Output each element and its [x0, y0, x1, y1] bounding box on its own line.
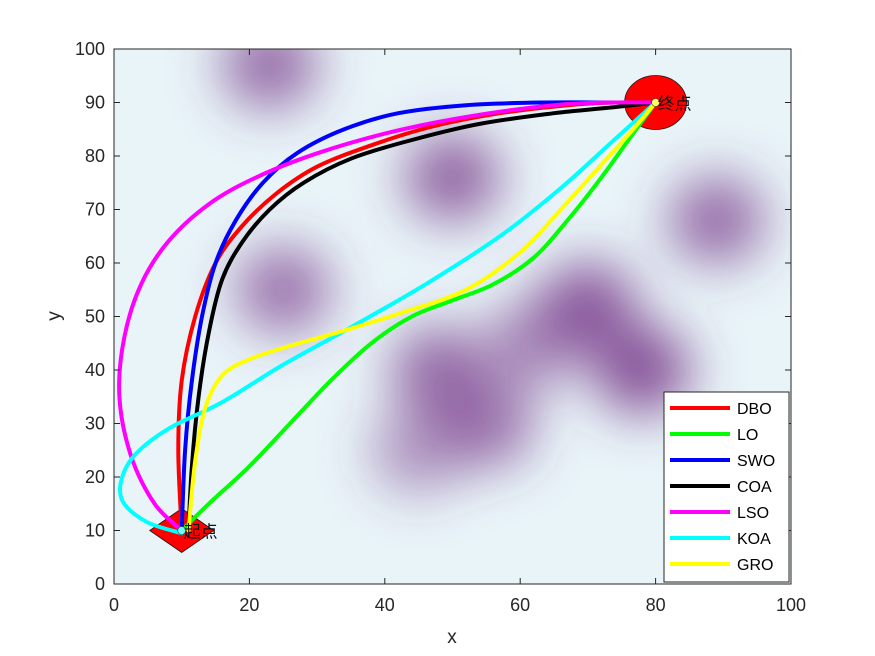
- heatmap-peak-1: [235, 245, 332, 334]
- legend-label-dbo: DBO: [737, 401, 772, 418]
- x-axis-label: x: [447, 627, 457, 648]
- legend-label-lso: LSO: [737, 505, 769, 522]
- x-tick-label: 80: [646, 595, 666, 615]
- y-tick-label: 40: [85, 360, 105, 380]
- x-tick-label: 100: [776, 595, 806, 615]
- legend-label-gro: GRO: [737, 557, 773, 574]
- start-label: 起点: [184, 523, 218, 543]
- y-tick-label: 10: [85, 521, 105, 541]
- legend-label-coa: COA: [737, 479, 772, 496]
- y-tick-label: 50: [85, 307, 105, 327]
- y-tick-label: 100: [75, 39, 105, 59]
- series-line-coa: [186, 100, 658, 533]
- y-tick-label: 90: [85, 93, 105, 113]
- y-tick-label: 70: [85, 200, 105, 220]
- y-tick-label: 20: [85, 467, 105, 487]
- legend-label-lo: LO: [737, 427, 758, 444]
- terrain-heatmap: [114, 49, 791, 584]
- goal-label: 终点: [658, 95, 692, 115]
- axis-ticks: 0 20 40 60 80 100 0 10 20 30 40 50 60 70 80 90 100: [75, 39, 806, 615]
- y-tick-label: 80: [85, 146, 105, 166]
- y-tick-label: 60: [85, 253, 105, 273]
- heatmap-peak-0: [221, 49, 318, 110]
- x-tick-label: 0: [109, 595, 119, 615]
- heatmap-peak-9: [485, 299, 582, 388]
- goal-point: [651, 98, 660, 107]
- series-line-lso: [117, 100, 658, 533]
- start-point: [177, 526, 186, 535]
- heatmap-peak-3: [668, 176, 765, 265]
- heatmap-peak-8: [370, 406, 467, 495]
- series-line-gro: [186, 100, 658, 533]
- y-tick-label: 30: [85, 414, 105, 434]
- y-tick-label: 0: [95, 574, 105, 594]
- x-tick-label: 20: [239, 595, 259, 615]
- series-line-koa: [117, 100, 658, 536]
- series-line-lo: [179, 100, 658, 533]
- legend-label-swo: SWO: [737, 453, 775, 470]
- heatmap-peak-2: [404, 133, 501, 222]
- legend: DBO LO SWO COA LSO KOA GRO: [663, 391, 790, 583]
- legend-label-koa: KOA: [737, 531, 771, 548]
- x-tick-label: 40: [375, 595, 395, 615]
- y-axis-label: y: [44, 311, 65, 321]
- x-tick-label: 60: [510, 595, 530, 615]
